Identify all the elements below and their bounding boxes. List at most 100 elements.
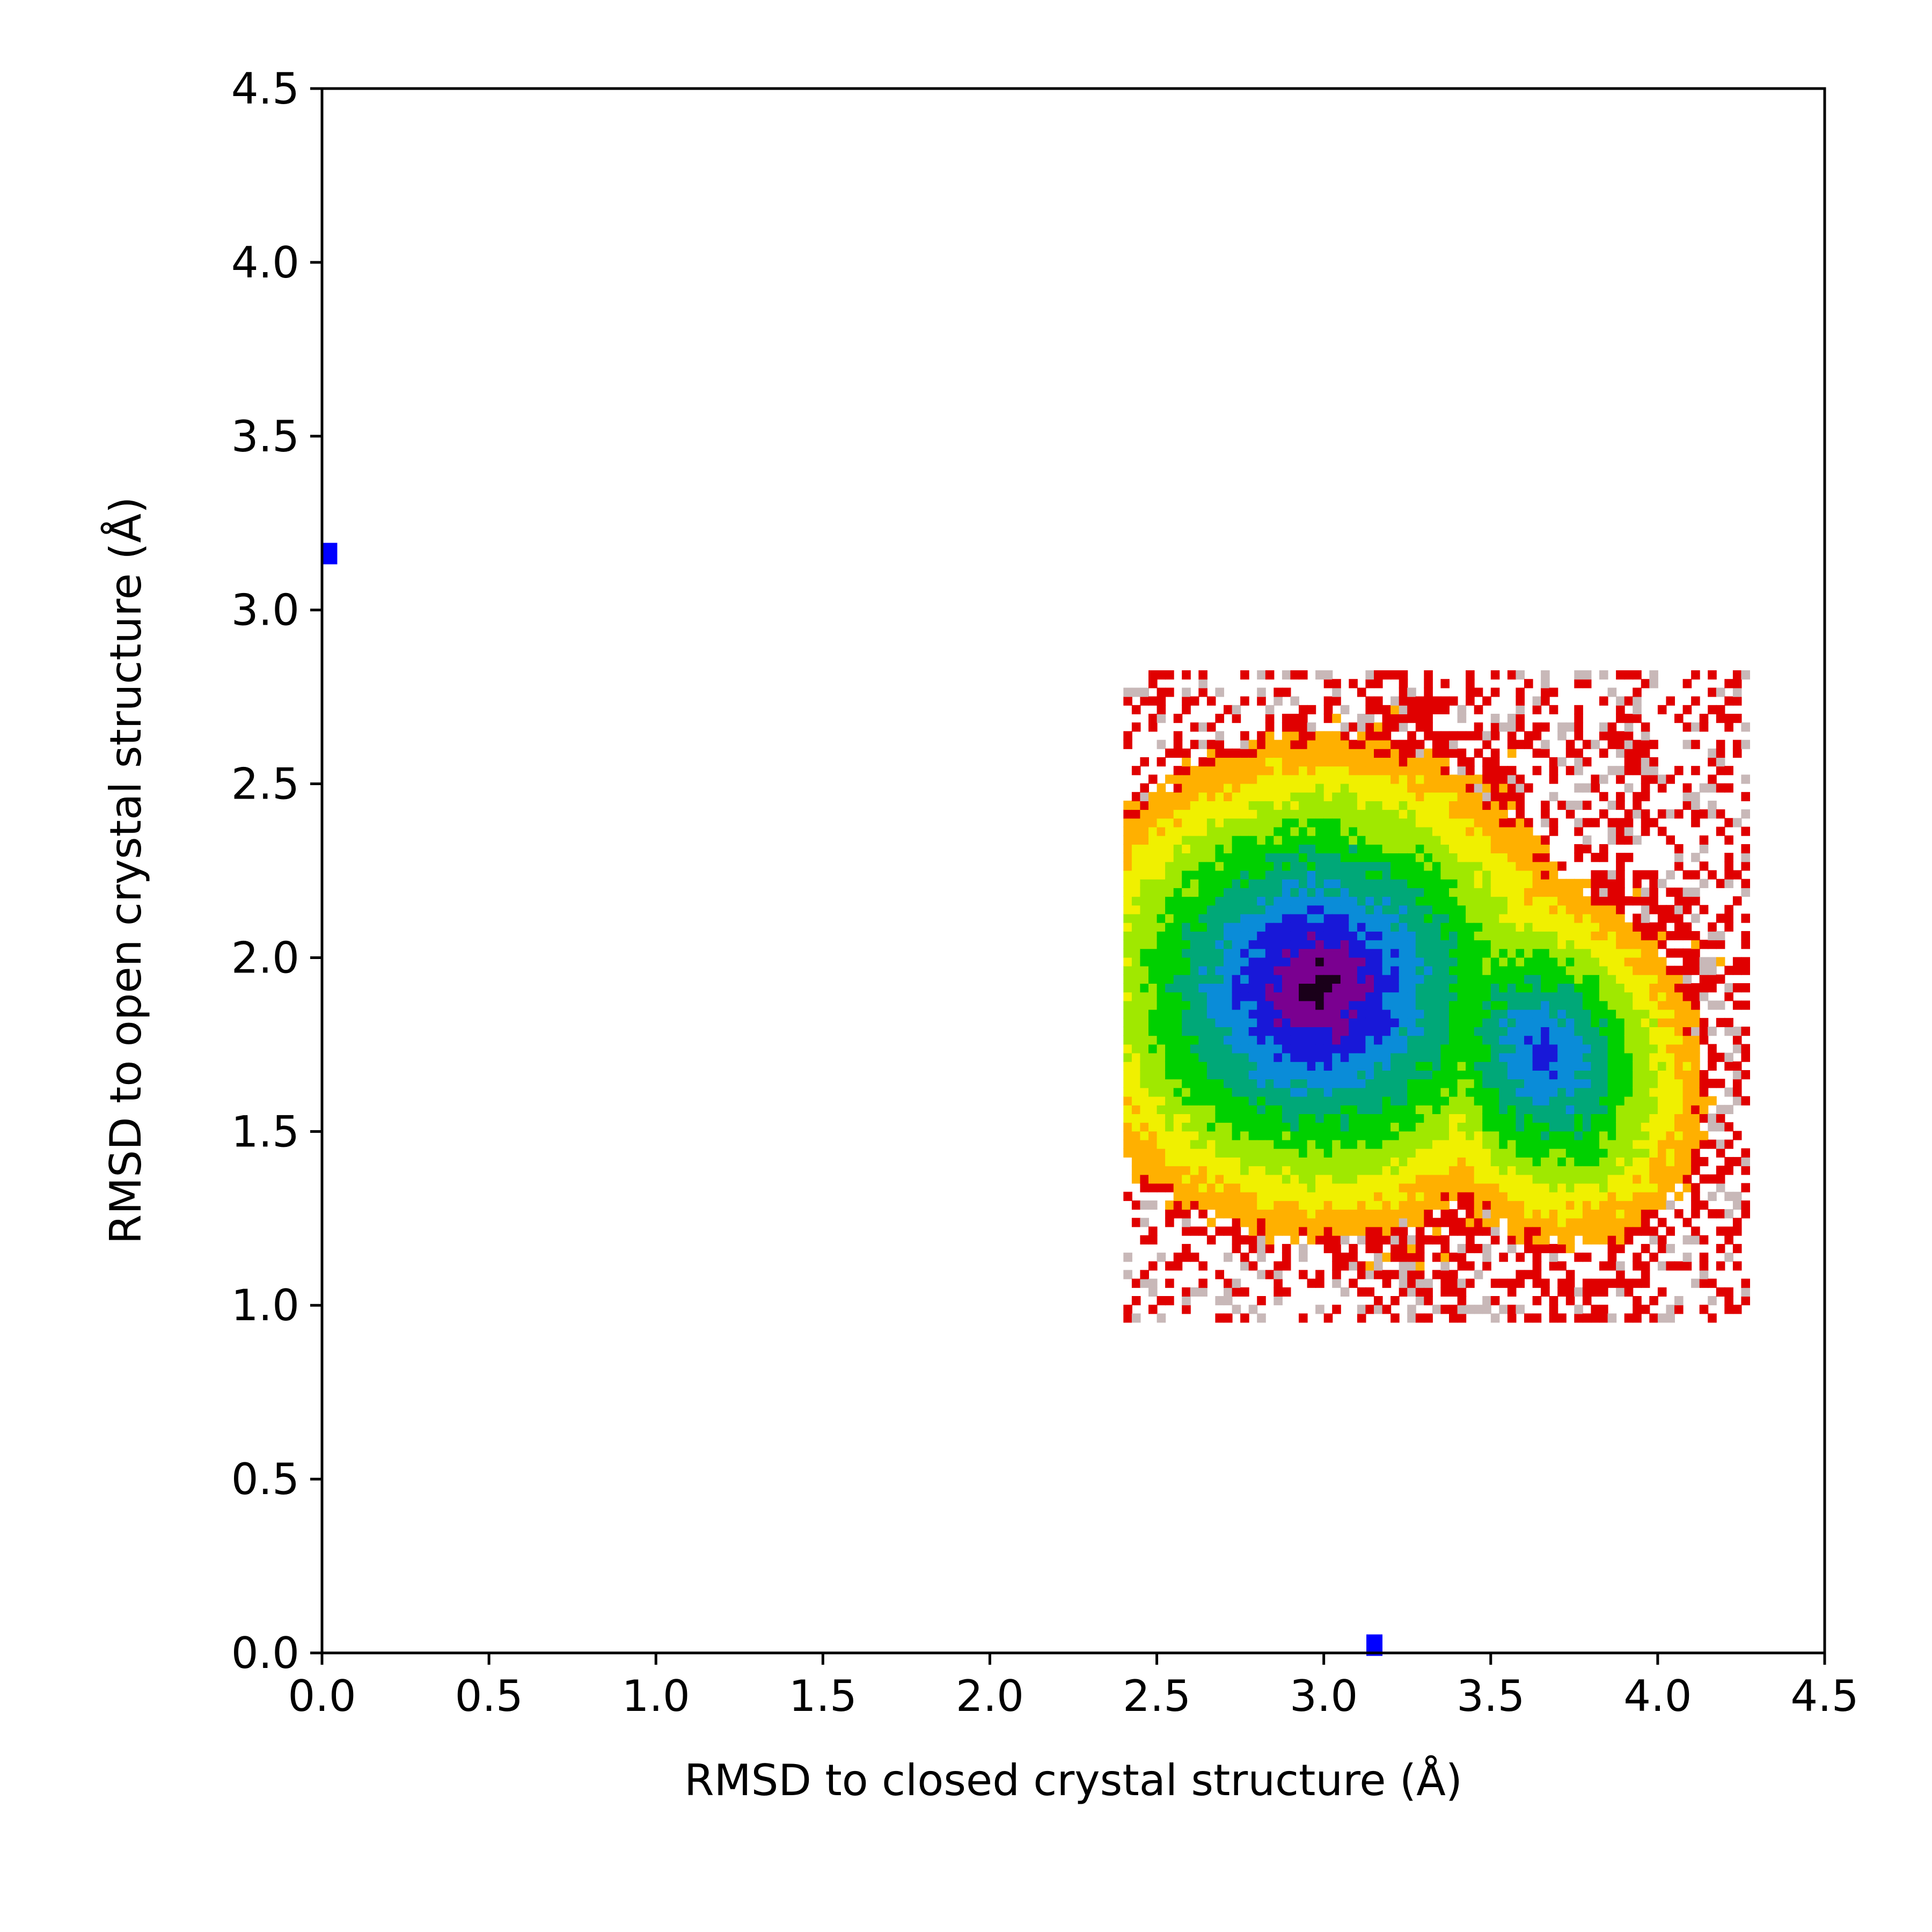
- contour-cell: [1716, 1226, 1725, 1236]
- contour-cell: [1649, 1191, 1658, 1201]
- contour-cell: [1299, 835, 1308, 845]
- contour-cell: [1349, 922, 1358, 932]
- contour-cell: [1557, 1287, 1567, 1297]
- contour-cell: [1323, 1096, 1333, 1106]
- contour-cell: [1440, 1139, 1450, 1149]
- contour-cell: [1165, 1096, 1174, 1106]
- contour-cell: [1248, 1018, 1258, 1027]
- contour-cell: [1449, 1096, 1458, 1106]
- contour-cell: [1365, 1174, 1374, 1184]
- contour-cell: [1407, 887, 1416, 897]
- contour-cell: [1474, 731, 1483, 741]
- contour-cell: [1649, 1122, 1658, 1132]
- contour-cell: [1557, 1226, 1567, 1236]
- contour-cell: [1274, 1131, 1283, 1140]
- contour-cell: [1391, 774, 1400, 784]
- contour-cell: [1432, 1174, 1441, 1184]
- contour-cell: [1741, 1000, 1750, 1010]
- contour-cell: [1340, 896, 1350, 906]
- contour-cell: [1716, 809, 1725, 819]
- contour-cell: [1699, 1200, 1709, 1210]
- contour-cell: [1432, 1226, 1441, 1236]
- contour-cell: [1365, 931, 1374, 941]
- contour-cell: [1490, 818, 1500, 828]
- contour-cell: [1649, 1174, 1658, 1184]
- contour-cell: [1549, 870, 1558, 880]
- contour-cell: [1549, 1000, 1558, 1010]
- contour-cell: [1407, 1052, 1416, 1062]
- contour-cell: [1206, 1070, 1216, 1080]
- contour-cell: [1599, 983, 1608, 993]
- contour-cell: [1299, 1270, 1308, 1279]
- contour-cell: [1340, 870, 1350, 880]
- contour-cell: [1633, 1278, 1642, 1288]
- contour-cell: [1323, 1174, 1333, 1184]
- contour-cell: [1482, 1096, 1491, 1106]
- contour-cell: [1633, 1035, 1642, 1045]
- contour-cell: [1599, 1148, 1608, 1158]
- contour-cell: [1691, 792, 1700, 801]
- contour-cell: [1232, 1174, 1241, 1184]
- contour-cell: [1457, 1200, 1467, 1210]
- contour-cell: [1724, 1027, 1733, 1036]
- contour-cell: [1165, 670, 1174, 680]
- contour-cell: [1365, 1261, 1374, 1271]
- contour-cell: [1399, 670, 1408, 680]
- contour-cell: [1332, 1096, 1341, 1106]
- contour-cell: [1399, 870, 1408, 880]
- contour-cell: [1140, 1027, 1149, 1036]
- contour-cell: [1708, 748, 1717, 758]
- contour-cell: [1157, 1087, 1166, 1097]
- contour-cell: [1532, 1035, 1542, 1045]
- contour-cell: [1649, 965, 1658, 975]
- contour-cell: [1649, 896, 1658, 906]
- contour-cell: [1391, 826, 1400, 836]
- contour-cell: [1399, 1226, 1408, 1236]
- contour-cell: [1365, 1113, 1374, 1123]
- contour-cell: [1507, 800, 1517, 810]
- contour-cell: [1691, 1166, 1700, 1175]
- contour-cell: [1265, 844, 1275, 854]
- contour-cell: [1349, 1113, 1358, 1123]
- contour-cell: [1449, 1104, 1458, 1114]
- contour-cell: [1140, 1131, 1149, 1140]
- contour-cell: [1449, 1226, 1458, 1236]
- contour-cell: [1391, 1096, 1400, 1106]
- contour-cell: [1582, 1035, 1592, 1045]
- contour-cell: [1574, 731, 1583, 741]
- contour-cell: [1666, 1261, 1675, 1271]
- contour-cell: [1716, 705, 1725, 714]
- contour-cell: [1415, 818, 1425, 828]
- contour-cell: [1474, 965, 1483, 975]
- contour-cell: [1607, 1226, 1617, 1236]
- contour-cell: [1466, 1183, 1475, 1192]
- contour-cell: [1315, 1009, 1324, 1019]
- contour-cell: [1282, 1218, 1291, 1227]
- contour-cell: [1248, 1027, 1258, 1036]
- contour-cell: [1516, 792, 1525, 801]
- contour-cell: [1391, 783, 1400, 793]
- contour-cell: [1340, 774, 1350, 784]
- contour-cell: [1274, 983, 1283, 993]
- contour-cell: [1482, 1157, 1491, 1167]
- contour-cell: [1157, 1079, 1166, 1088]
- contour-cell: [1265, 826, 1275, 836]
- contour-cell: [1282, 1027, 1291, 1036]
- contour-cell: [1349, 766, 1358, 775]
- contour-cell: [1399, 835, 1408, 845]
- contour-cell: [1332, 879, 1341, 888]
- contour-cell: [1407, 826, 1416, 836]
- contour-cell: [1391, 948, 1400, 958]
- contour-cell: [1148, 948, 1158, 958]
- contour-cell: [1716, 957, 1725, 967]
- contour-cell: [1399, 792, 1408, 801]
- contour-cell: [1633, 766, 1642, 775]
- contour-cell: [1599, 1313, 1608, 1323]
- contour-cell: [1123, 1096, 1132, 1106]
- contour-cell: [1349, 1226, 1358, 1236]
- contour-cell: [1541, 965, 1550, 975]
- contour-cell: [1315, 774, 1324, 784]
- contour-cell: [1165, 940, 1174, 949]
- contour-cell: [1716, 757, 1725, 767]
- contour-cell: [1641, 1009, 1650, 1019]
